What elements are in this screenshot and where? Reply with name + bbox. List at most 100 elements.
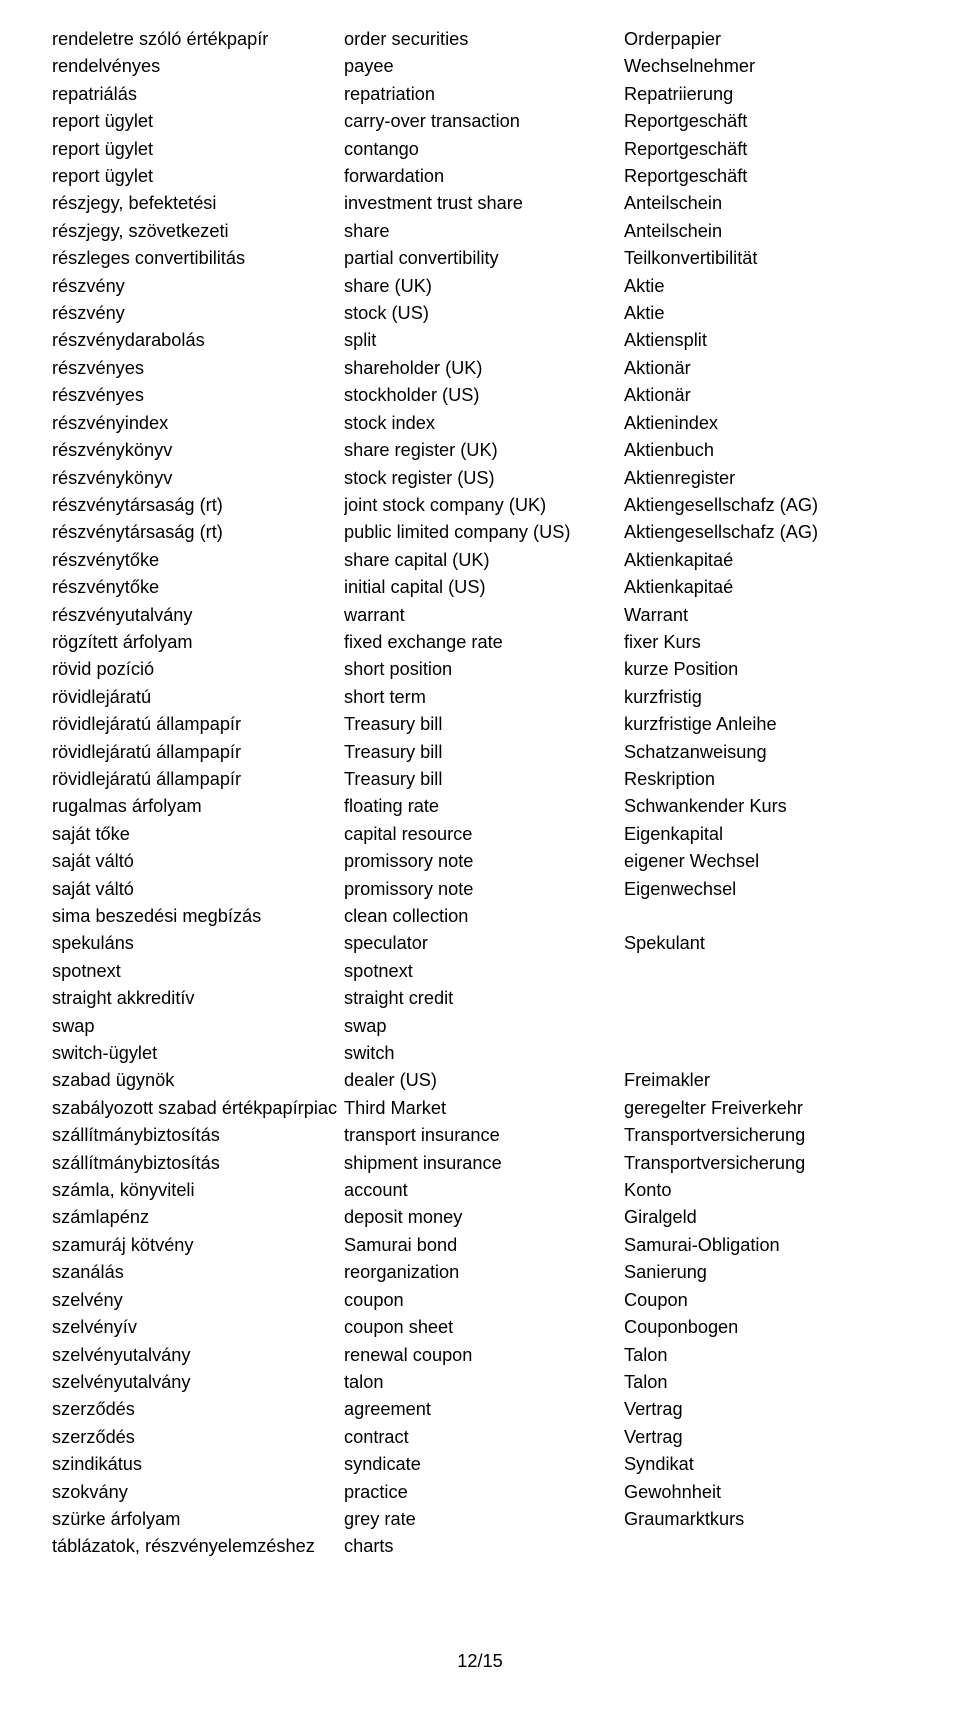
glossary-cell: charts [344, 1533, 624, 1560]
hungarian-column: rendeletre szóló értékpapírrendelvényesr… [52, 26, 344, 1561]
glossary-cell: initial capital (US) [344, 574, 624, 601]
glossary-cell: Aktienindex [624, 410, 908, 437]
glossary-cell: Anteilschein [624, 218, 908, 245]
glossary-cell: capital resource [344, 821, 624, 848]
glossary-cell: kurzfristig [624, 684, 908, 711]
glossary-cell: forwardation [344, 163, 624, 190]
glossary-cell: fixer Kurs [624, 629, 908, 656]
glossary-cell: Aktienregister [624, 465, 908, 492]
glossary-cell: rögzített árfolyam [52, 629, 344, 656]
glossary-cell: partial convertibility [344, 245, 624, 272]
glossary-cell: switch-ügylet [52, 1040, 344, 1067]
glossary-cell: stockholder (US) [344, 382, 624, 409]
glossary-cell: grey rate [344, 1506, 624, 1533]
glossary-cell: szindikátus [52, 1451, 344, 1478]
glossary-cell: shipment insurance [344, 1150, 624, 1177]
glossary-cell: transport insurance [344, 1122, 624, 1149]
glossary-cell: Syndikat [624, 1451, 908, 1478]
glossary-cell: saját tőke [52, 821, 344, 848]
glossary-cell: talon [344, 1369, 624, 1396]
glossary-cell: dealer (US) [344, 1067, 624, 1094]
glossary-cell: szerződés [52, 1396, 344, 1423]
glossary-cell: Vertrag [624, 1396, 908, 1423]
glossary-cell: Transportversicherung [624, 1122, 908, 1149]
glossary-cell: szerződés [52, 1424, 344, 1451]
glossary-cell: számla, könyviteli [52, 1177, 344, 1204]
glossary-cell: részjegy, befektetési [52, 190, 344, 217]
glossary-cell: report ügylet [52, 108, 344, 135]
glossary-cell: részvénytőke [52, 547, 344, 574]
glossary-cell: share register (UK) [344, 437, 624, 464]
glossary-cell: spotnext [344, 958, 624, 985]
glossary-cell: Talon [624, 1342, 908, 1369]
glossary-cell: szelvényutalvány [52, 1369, 344, 1396]
glossary-cell: részvénytársaság (rt) [52, 519, 344, 546]
glossary-cell: Aktie [624, 300, 908, 327]
glossary-cell: Eigenwechsel [624, 876, 908, 903]
glossary-cell: Graumarktkurs [624, 1506, 908, 1533]
glossary-cell: Sanierung [624, 1259, 908, 1286]
glossary-cell: rövid pozíció [52, 656, 344, 683]
glossary-cell: Vertrag [624, 1424, 908, 1451]
glossary-cell: promissory note [344, 876, 624, 903]
glossary-cell: részjegy, szövetkezeti [52, 218, 344, 245]
glossary-cell: Aktienkapitaé [624, 547, 908, 574]
glossary-cell: Aktienkapitaé [624, 574, 908, 601]
glossary-cell: részvénykönyv [52, 437, 344, 464]
glossary-cell [624, 958, 908, 985]
glossary-cell: részvényutalvány [52, 602, 344, 629]
page-number: 12/15 [0, 1651, 960, 1672]
glossary-cell: Samurai bond [344, 1232, 624, 1259]
glossary-cell: deposit money [344, 1204, 624, 1231]
glossary-cell [624, 985, 908, 1012]
glossary-cell: Gewohnheit [624, 1479, 908, 1506]
glossary-cell: szelvényutalvány [52, 1342, 344, 1369]
glossary-cell: kurzfristige Anleihe [624, 711, 908, 738]
glossary-cell: rövidlejáratú állampapír [52, 739, 344, 766]
glossary-cell: Schwankender Kurs [624, 793, 908, 820]
glossary-cell: részleges convertibilitás [52, 245, 344, 272]
glossary-cell: order securities [344, 26, 624, 53]
glossary-cell: payee [344, 53, 624, 80]
glossary-cell: szokvány [52, 1479, 344, 1506]
glossary-cell: Wechselnehmer [624, 53, 908, 80]
glossary-cell: repatriálás [52, 81, 344, 108]
glossary-cell: report ügylet [52, 163, 344, 190]
glossary-cell: rendeletre szóló értékpapír [52, 26, 344, 53]
glossary-cell: repatriation [344, 81, 624, 108]
glossary-cell: straight credit [344, 985, 624, 1012]
glossary-cell [624, 1040, 908, 1067]
glossary-cell: Spekulant [624, 930, 908, 957]
glossary-cell: shareholder (UK) [344, 355, 624, 382]
glossary-cell: saját váltó [52, 848, 344, 875]
glossary-cell: Konto [624, 1177, 908, 1204]
glossary-cell: coupon [344, 1287, 624, 1314]
glossary-cell: short position [344, 656, 624, 683]
glossary-cell: Aktionär [624, 355, 908, 382]
glossary-cell: Coupon [624, 1287, 908, 1314]
glossary-cell: saját váltó [52, 876, 344, 903]
glossary-cell: rövidlejáratú [52, 684, 344, 711]
glossary-cell: Talon [624, 1369, 908, 1396]
glossary-cell: részvényindex [52, 410, 344, 437]
glossary-cell: report ügylet [52, 136, 344, 163]
glossary-cell: joint stock company (UK) [344, 492, 624, 519]
glossary-cell: investment trust share [344, 190, 624, 217]
glossary-cell: Aktiengesellschafz (AG) [624, 519, 908, 546]
glossary-cell: speculator [344, 930, 624, 957]
glossary-cell: public limited company (US) [344, 519, 624, 546]
glossary-cell: syndicate [344, 1451, 624, 1478]
glossary-cell: kurze Position [624, 656, 908, 683]
glossary-cell: Orderpapier [624, 26, 908, 53]
glossary-cell: spekuláns [52, 930, 344, 957]
glossary-cell: share (UK) [344, 273, 624, 300]
glossary-cell: táblázatok, részvényelemzéshez [52, 1533, 344, 1560]
glossary-cell: Teilkonvertibilität [624, 245, 908, 272]
glossary-cell: Aktiengesellschafz (AG) [624, 492, 908, 519]
glossary-cell: szabad ügynök [52, 1067, 344, 1094]
glossary-cell: számlapénz [52, 1204, 344, 1231]
glossary-cell: Anteilschein [624, 190, 908, 217]
glossary-cell: rendelvényes [52, 53, 344, 80]
glossary-cell: straight akkreditív [52, 985, 344, 1012]
glossary-cell: switch [344, 1040, 624, 1067]
